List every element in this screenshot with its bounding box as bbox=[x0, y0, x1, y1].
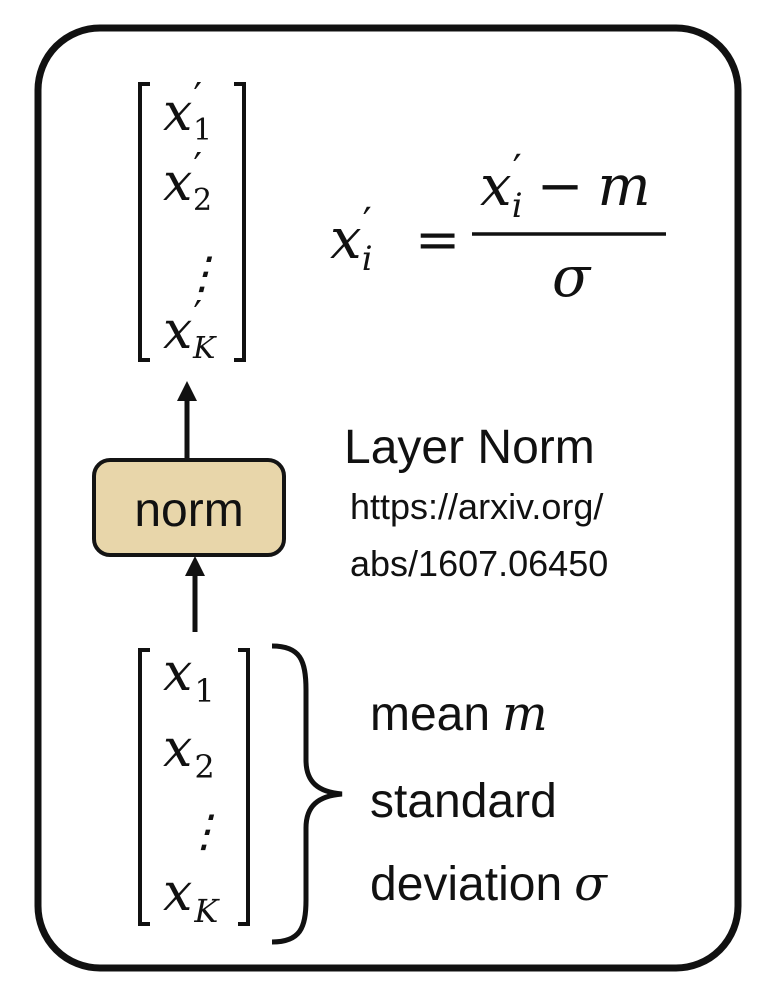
input-vertical-dots: ⋮ bbox=[182, 806, 226, 857]
output-vertical-dots: ⋮ bbox=[180, 248, 224, 299]
layer-norm-title: Layer Norm bbox=[344, 421, 595, 474]
paper-link-line1: https://arxiv.org/ bbox=[350, 486, 603, 527]
formula-denominator: σ bbox=[552, 245, 592, 310]
standard-label: standard bbox=[370, 775, 557, 828]
paper-link-line2: abs/1607.06450 bbox=[350, 543, 608, 584]
norm-block: norm bbox=[94, 460, 284, 555]
formula-equals: = bbox=[415, 208, 460, 271]
layer-norm-reference: Layer Norm https://arxiv.org/ abs/1607.0… bbox=[344, 421, 608, 584]
norm-label: norm bbox=[134, 484, 243, 537]
mean-label: mean m bbox=[370, 686, 548, 742]
formula-numerator: x′ i − m bbox=[480, 147, 651, 226]
formula-lhs: x′ i bbox=[330, 200, 373, 279]
